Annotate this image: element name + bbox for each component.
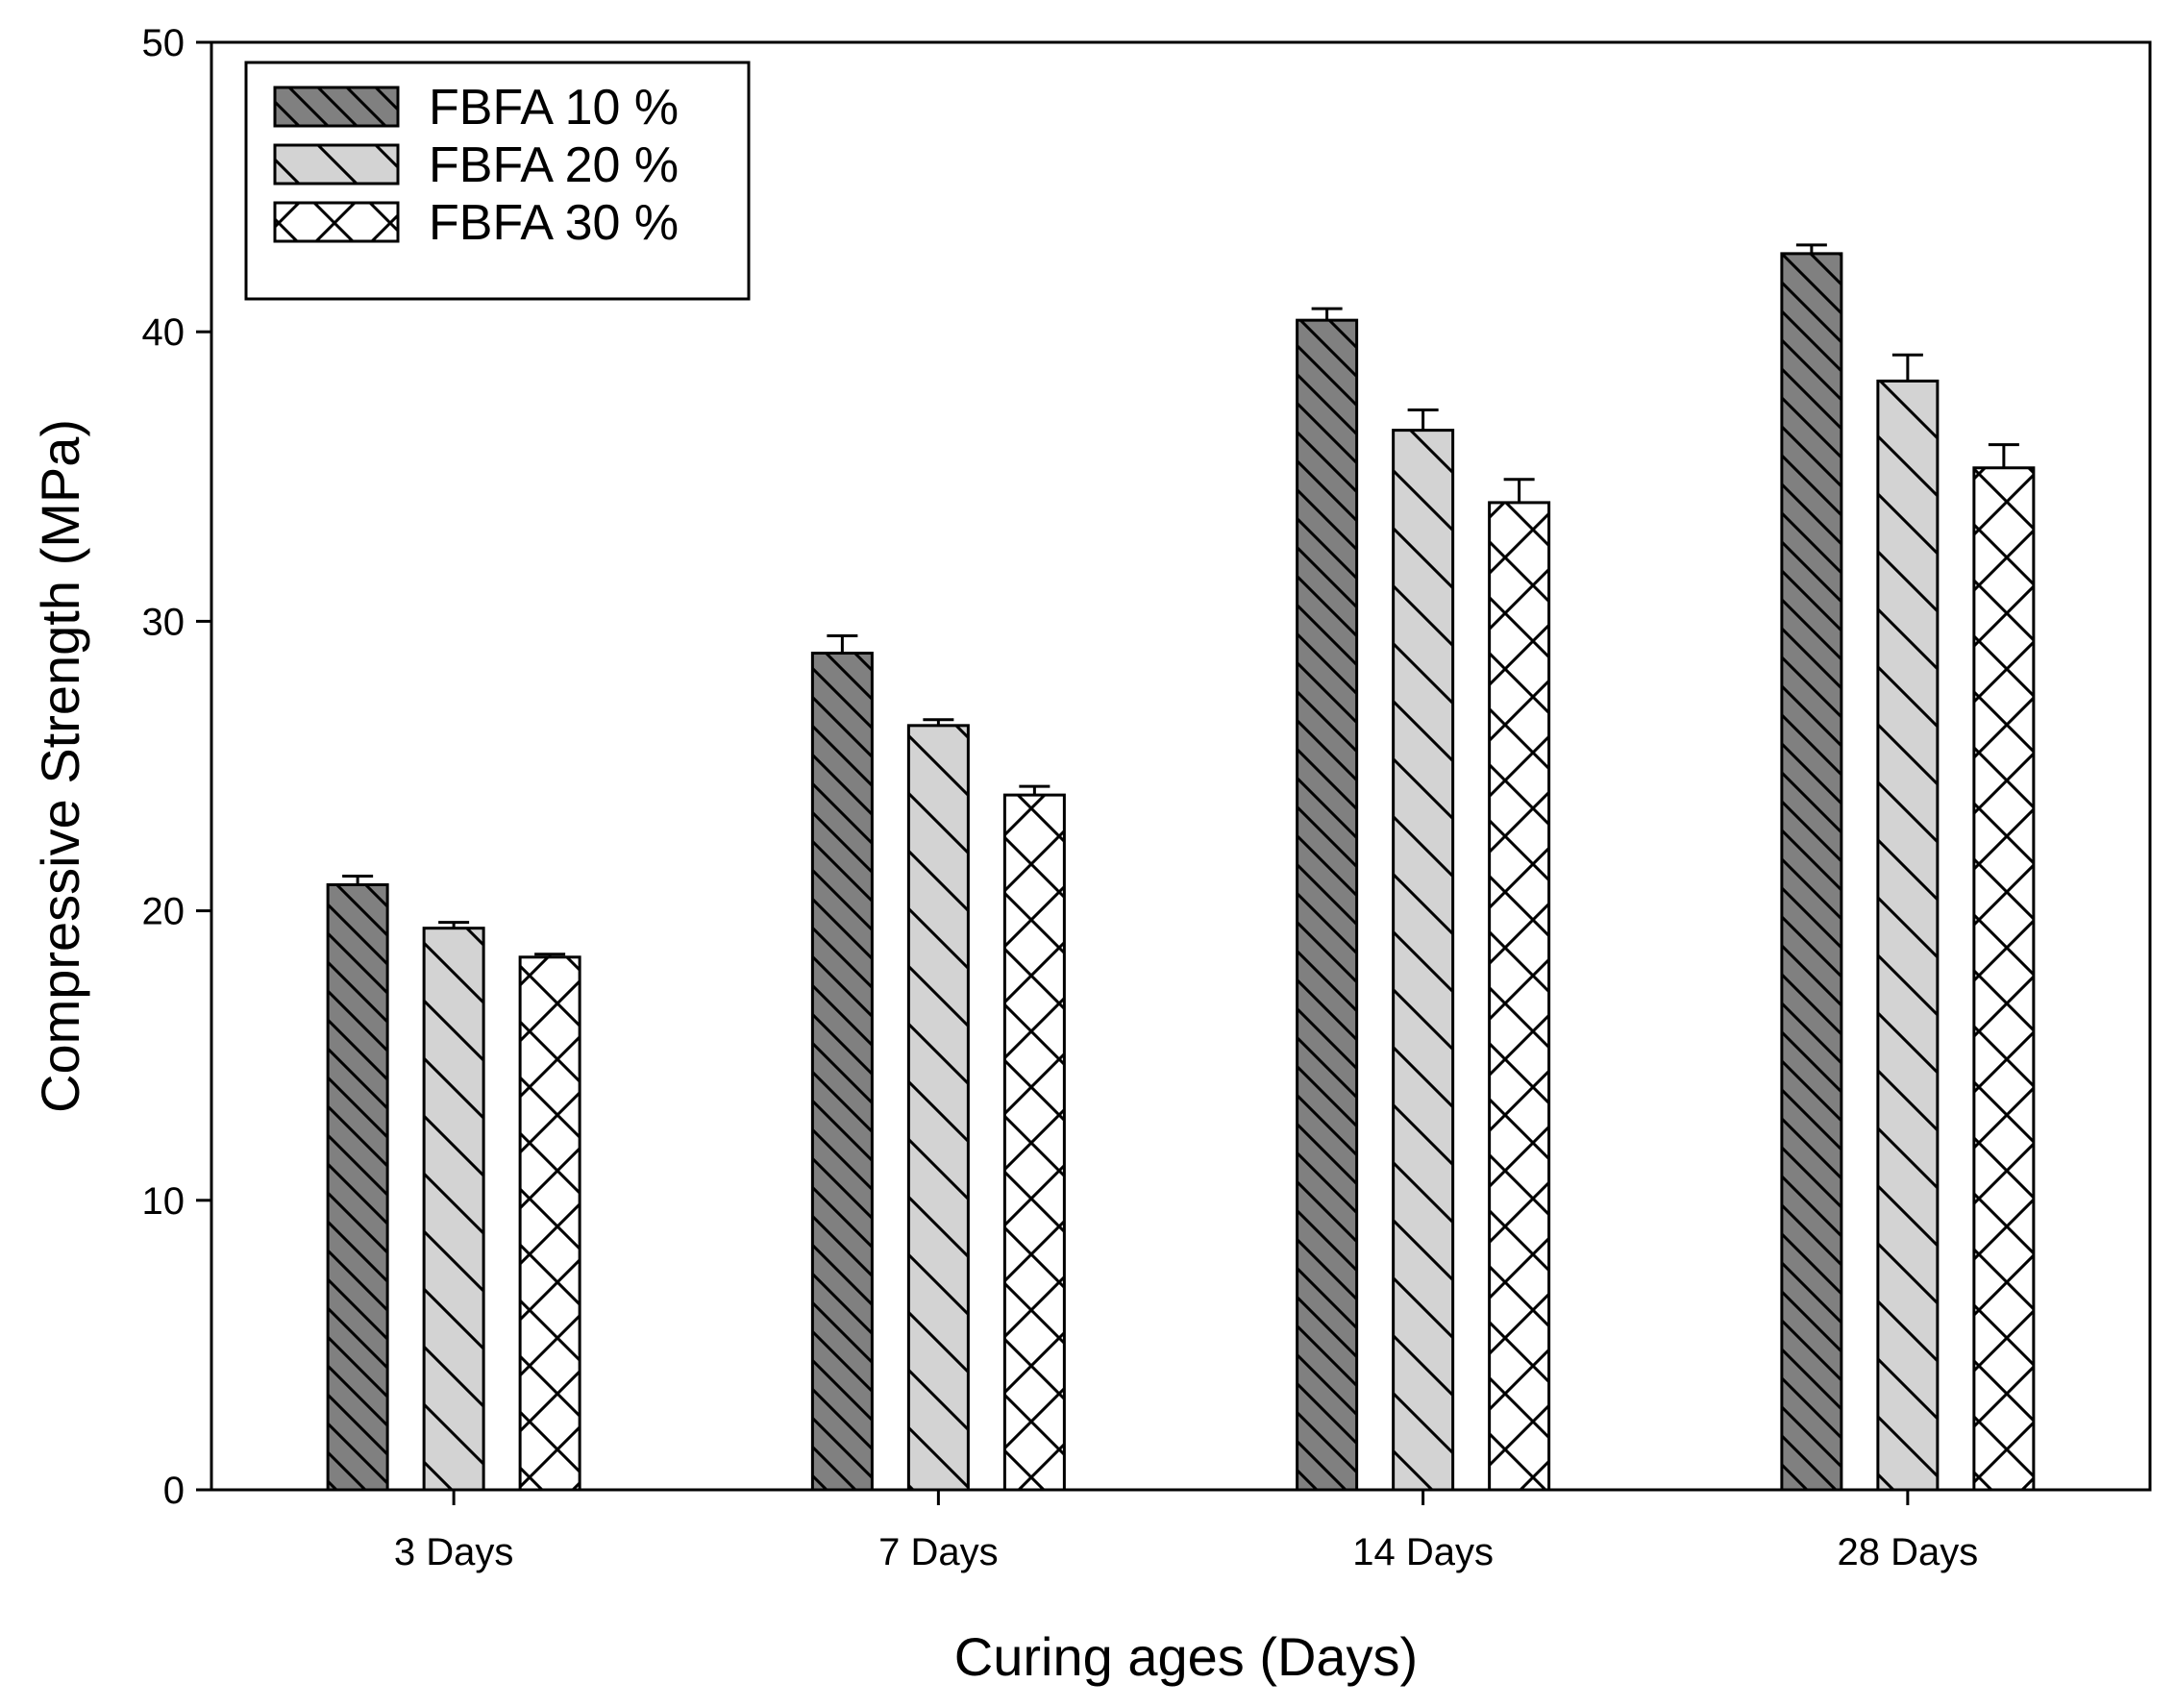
legend-label: FBFA 10 % bbox=[429, 80, 679, 136]
x-axis: 3 Days 7 Days 14 Days 28 Days bbox=[394, 1490, 1978, 1573]
error-bars bbox=[342, 243, 2019, 957]
plot-area bbox=[210, 40, 2152, 1492]
y-tick-label: 40 bbox=[142, 311, 185, 354]
y-axis: 0 10 20 30 40 50 bbox=[142, 22, 211, 1512]
legend-swatch bbox=[273, 201, 400, 243]
bars bbox=[326, 252, 2036, 1492]
x-tick-label: 14 Days bbox=[1352, 1531, 1494, 1573]
legend-label: FBFA 20 % bbox=[429, 137, 679, 193]
bar bbox=[810, 652, 874, 1492]
y-axis-title: Compressive Strength (MPa) bbox=[30, 419, 90, 1113]
x-axis-title: Curing ages (Days) bbox=[954, 1626, 1418, 1687]
bar bbox=[518, 955, 581, 1492]
bar bbox=[906, 724, 970, 1492]
bar bbox=[326, 882, 389, 1492]
bar bbox=[1488, 501, 1551, 1492]
legend: FBFA 10 %FBFA 20 %FBFA 30 % bbox=[244, 61, 751, 301]
y-tick-label: 20 bbox=[142, 891, 185, 933]
bar bbox=[422, 927, 485, 1492]
y-tick-label: 0 bbox=[163, 1470, 185, 1512]
y-tick-label: 50 bbox=[142, 22, 185, 64]
bar bbox=[1876, 379, 1940, 1492]
x-tick-label: 7 Days bbox=[878, 1531, 999, 1573]
bar bbox=[1780, 252, 1843, 1492]
legend-swatch bbox=[273, 86, 400, 128]
bar bbox=[1392, 429, 1455, 1492]
y-tick-label: 30 bbox=[142, 601, 185, 643]
bar bbox=[1972, 466, 2036, 1492]
plot-frame bbox=[210, 40, 2152, 1492]
x-tick-label: 28 Days bbox=[1838, 1531, 1979, 1573]
bar bbox=[1002, 793, 1066, 1492]
x-tick-label: 3 Days bbox=[394, 1531, 514, 1573]
legend-swatch bbox=[273, 143, 400, 186]
bar bbox=[1296, 318, 1359, 1492]
y-tick-label: 10 bbox=[142, 1180, 185, 1223]
legend-label: FBFA 30 % bbox=[429, 195, 679, 251]
